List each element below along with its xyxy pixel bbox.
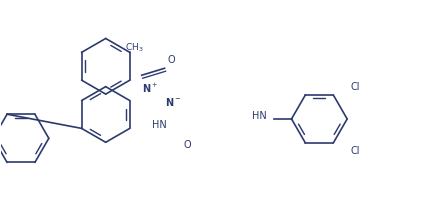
Text: HN: HN: [252, 111, 266, 121]
Text: N$^-$: N$^-$: [164, 96, 181, 108]
Text: O: O: [183, 140, 190, 150]
Text: N$^+$: N$^+$: [141, 82, 158, 95]
Text: O: O: [167, 55, 175, 65]
Text: HN: HN: [151, 120, 166, 130]
Text: CH$_3$: CH$_3$: [125, 42, 144, 54]
Text: Cl: Cl: [349, 146, 359, 156]
Text: Cl: Cl: [349, 82, 359, 92]
